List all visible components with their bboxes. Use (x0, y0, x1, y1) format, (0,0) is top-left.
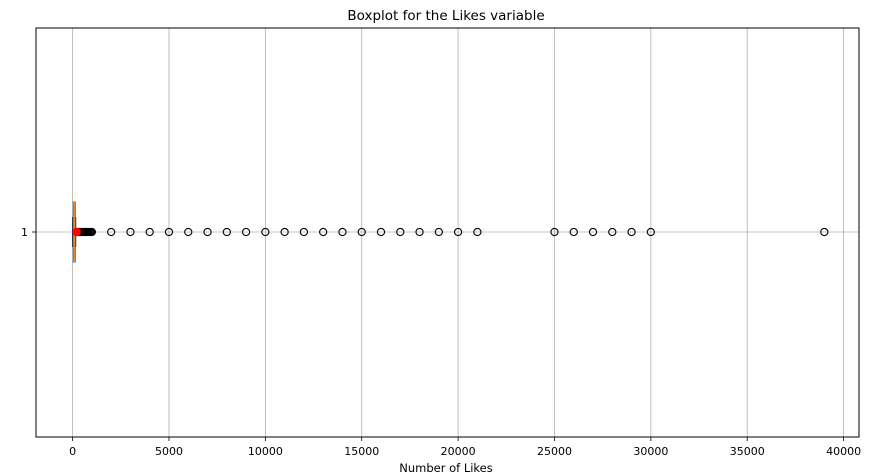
plot-frame (35, 27, 860, 438)
outlier-point (820, 227, 829, 237)
outlier-point (434, 227, 443, 237)
x-tick-label: 20000 (441, 445, 476, 458)
x-tick-label: 15000 (344, 445, 379, 458)
outlier-point (319, 227, 328, 237)
y-tick-label: 1 (21, 226, 28, 239)
outlier-point (376, 227, 386, 237)
outlier-point (203, 227, 212, 237)
outlier-point (646, 227, 655, 237)
outlier-point (550, 227, 559, 237)
outlier-point (280, 227, 289, 237)
x-tick-label: 10000 (248, 445, 283, 458)
outlier-point (338, 227, 347, 237)
x-tick-label: 5000 (155, 445, 183, 458)
outlier-point (396, 227, 405, 237)
outlier-point (627, 227, 636, 237)
x-tick-label: 0 (69, 445, 76, 458)
x-tick-label: 25000 (537, 445, 572, 458)
x-axis-ticks: 0 5000 10000 15000 20000 25000 30000 35000 40000 (69, 437, 861, 458)
outlier-point (241, 227, 251, 237)
outlier-point (299, 227, 309, 237)
outlier-point (107, 227, 116, 237)
outlier-point (222, 227, 231, 237)
outlier-point (164, 227, 174, 237)
x-tick-label: 35000 (730, 445, 765, 458)
outlier-point (588, 227, 598, 237)
x-axis-label: Number of Likes (399, 461, 493, 475)
outlier-point (145, 227, 154, 237)
outlier-point (184, 227, 193, 237)
x-tick-label: 40000 (826, 445, 861, 458)
grid-lines (36, 28, 859, 437)
outlier-point (608, 227, 617, 237)
outlier-point (569, 227, 578, 237)
outlier-point (357, 227, 366, 237)
outlier-point (473, 227, 482, 237)
x-tick-label: 30000 (633, 445, 668, 458)
outlier-points (72, 227, 829, 237)
y-axis-ticks: 1 (21, 226, 36, 239)
outlier-point (126, 227, 135, 237)
chart-title: Boxplot for the Likes variable (347, 8, 544, 24)
outlier-point (415, 227, 424, 237)
outlier-point (87, 227, 97, 237)
outlier-point (453, 227, 463, 237)
outlier-point (261, 227, 270, 237)
mean-marker (72, 227, 81, 237)
